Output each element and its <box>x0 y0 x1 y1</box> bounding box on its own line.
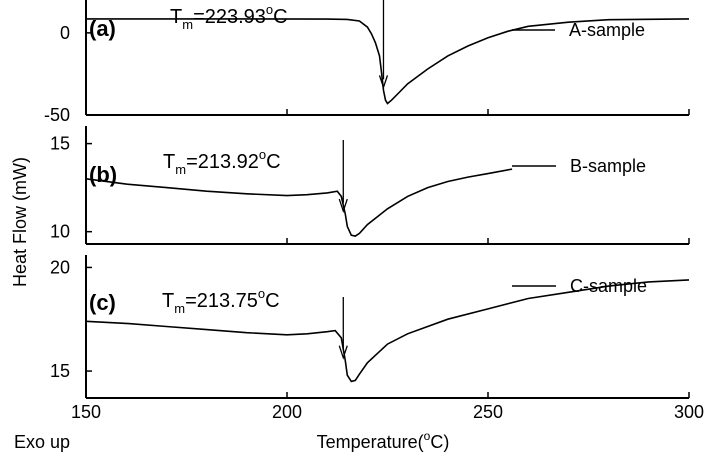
legend-label: C-sample <box>570 276 647 296</box>
tm-degree: o <box>266 2 273 17</box>
tm-prefix: T <box>162 290 174 312</box>
tm-value: =213.92 <box>186 151 259 173</box>
panel-b: 15 10 (b) Tm=213.92oC B-sample <box>50 126 690 245</box>
tm-value: =223.93 <box>193 6 266 28</box>
x-tick-label: 300 <box>674 402 704 422</box>
series-line-c-sample <box>85 279 690 383</box>
panel-label: (b) <box>89 162 117 187</box>
y-tick-label: 20 <box>50 257 70 277</box>
tm-prefix: T <box>163 151 175 173</box>
x-tick-label: 250 <box>473 402 503 422</box>
x-tick-label: 150 <box>71 402 101 422</box>
x-axis-title: Temperature(oC) <box>317 429 450 452</box>
tm-subscript: m <box>174 301 185 316</box>
tm-subscript: m <box>182 17 193 32</box>
peak-arrow-head <box>338 345 348 360</box>
tm-degree: o <box>259 147 266 162</box>
panel-label: (c) <box>89 290 116 315</box>
panel-c: 20 15 (c) Tm=213.75oC C-sample <box>50 255 690 399</box>
tm-unit: C <box>265 290 279 312</box>
tm-degree: o <box>258 286 265 301</box>
y-tick-label: 10 <box>50 222 70 242</box>
series-line-a-sample <box>86 18 690 105</box>
x-tick-label: 200 <box>272 402 302 422</box>
series-line-b-sample <box>85 168 513 237</box>
legend-label: A-sample <box>569 20 645 40</box>
y-axis-title: Heat Flow (mW) <box>10 157 30 287</box>
tm-prefix: T <box>170 6 182 28</box>
melting-temperature-annotation: Tm=223.93oC <box>170 2 288 32</box>
x-title-unit: C) <box>430 432 449 452</box>
tm-subscript: m <box>175 162 186 177</box>
legend-label: B-sample <box>570 156 646 176</box>
melting-temperature-annotation: Tm=213.75oC <box>162 286 280 316</box>
y-tick-label: 15 <box>50 361 70 381</box>
tm-unit: C <box>266 151 280 173</box>
melting-temperature-annotation: Tm=213.92oC <box>163 147 281 177</box>
x-title-prefix: Temperature( <box>317 432 424 452</box>
peak-arrow-head <box>338 198 348 214</box>
exo-direction-note: Exo up <box>14 432 70 452</box>
y-tick-label: -50 <box>44 105 70 125</box>
y-tick-label: 15 <box>50 134 70 154</box>
panel-label: (a) <box>89 16 116 41</box>
panel-a: 0 -50 (a) Tm=223.93oC A-sample <box>44 0 690 125</box>
tm-unit: C <box>273 6 287 28</box>
tm-value: =213.75 <box>185 290 258 312</box>
y-tick-label: 0 <box>60 23 70 43</box>
peak-arrow-head <box>378 75 389 90</box>
x-title-degree: o <box>424 429 431 443</box>
